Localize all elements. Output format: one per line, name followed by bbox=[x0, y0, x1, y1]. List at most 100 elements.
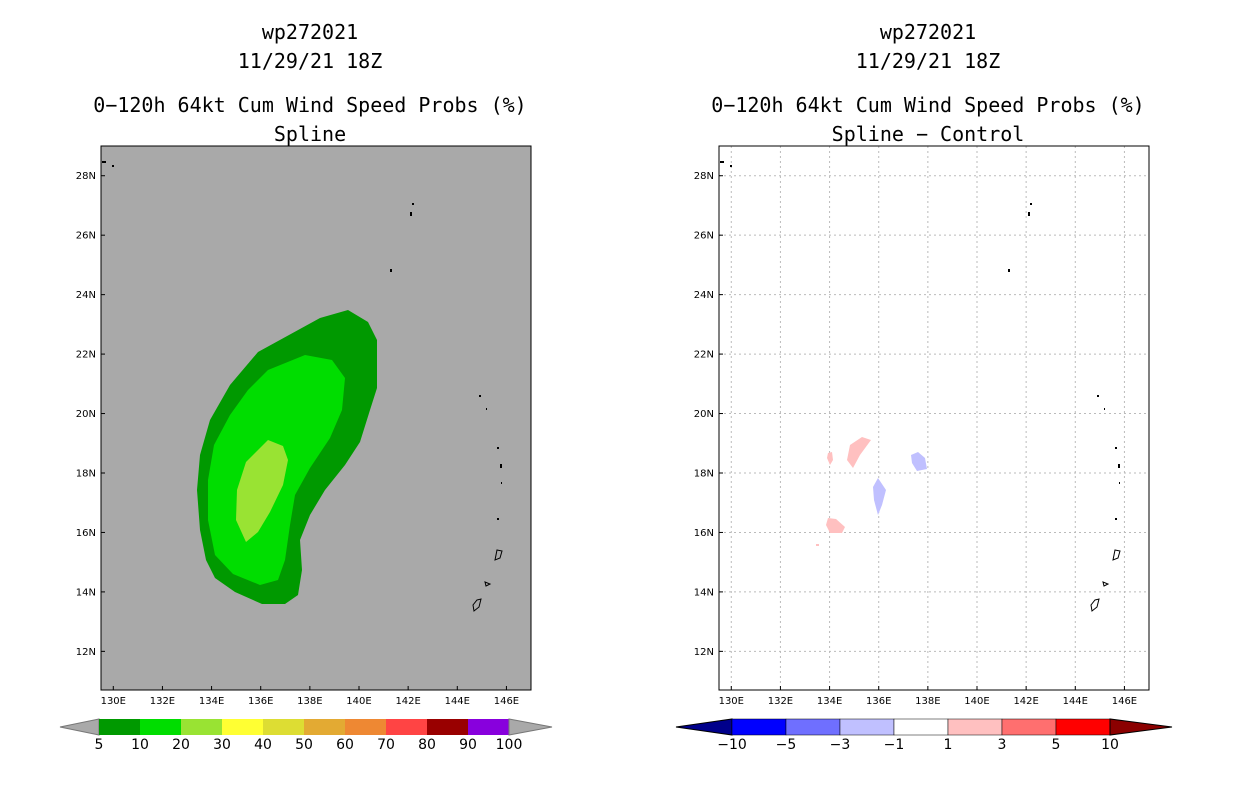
left-storm-id: wp272021 bbox=[261, 20, 359, 44]
colorbar-swatch bbox=[345, 719, 386, 735]
right-map-background bbox=[719, 146, 1149, 690]
colorbar-swatch bbox=[1001, 718, 1057, 736]
island-marker bbox=[479, 395, 481, 397]
colorbar-label: 100 bbox=[496, 737, 523, 753]
colorbar-swatch bbox=[839, 718, 895, 736]
diff-contour-positive bbox=[827, 452, 833, 465]
right-islands bbox=[720, 161, 1121, 612]
lon-label: 132E bbox=[768, 696, 793, 707]
lon-label: 142E bbox=[395, 696, 420, 707]
colorbar-swatch bbox=[263, 719, 304, 735]
right-map-frame bbox=[718, 145, 1150, 691]
left-title-block: wp272021 11/29/21 18Z 0−120h 64kt Cum Wi… bbox=[60, 18, 560, 149]
island-marker bbox=[102, 161, 106, 163]
island-marker bbox=[1008, 269, 1010, 272]
island-marker bbox=[720, 161, 724, 163]
colorbar-swatch bbox=[468, 719, 509, 735]
island-outline bbox=[472, 598, 482, 612]
lat-label: 18N bbox=[76, 468, 96, 479]
island-marker bbox=[412, 203, 414, 205]
colorbar-label: 90 bbox=[459, 737, 477, 753]
diff-contour-negative bbox=[873, 478, 886, 515]
lat-label: 24N bbox=[76, 290, 96, 301]
difference-contours bbox=[816, 437, 927, 546]
lon-label: 136E bbox=[248, 696, 273, 707]
colorbar-label: 3 bbox=[998, 737, 1007, 753]
lon-label: 134E bbox=[199, 696, 224, 707]
right-storm-id: wp272021 bbox=[879, 20, 977, 44]
diff-contour-positive bbox=[847, 437, 871, 468]
island-marker bbox=[486, 408, 487, 410]
lon-label: 136E bbox=[866, 696, 891, 707]
colorbar-label: −1 bbox=[884, 737, 905, 753]
island-marker bbox=[1118, 464, 1120, 468]
lon-label: 142E bbox=[1013, 696, 1038, 707]
island-marker bbox=[390, 269, 392, 272]
colorbar-label: 5 bbox=[1052, 737, 1061, 753]
colorbar-label: 60 bbox=[336, 737, 354, 753]
colorbar-swatch bbox=[99, 719, 140, 735]
right-lon-labels: 130E 132E 134E 136E 138E 140E 142E 144E 146E bbox=[719, 686, 1137, 707]
island-marker bbox=[1115, 447, 1117, 449]
lon-label: 144E bbox=[445, 696, 470, 707]
colorbar-label: −3 bbox=[830, 737, 851, 753]
lon-label: 146E bbox=[1112, 696, 1137, 707]
lat-label: 26N bbox=[694, 231, 714, 242]
island-marker bbox=[1119, 482, 1120, 484]
lon-label: 140E bbox=[964, 696, 989, 707]
left-map-frame bbox=[100, 145, 532, 691]
island-marker bbox=[497, 518, 499, 520]
lat-label: 16N bbox=[694, 528, 714, 539]
lat-label: 12N bbox=[76, 647, 96, 658]
colorbar-label: 10 bbox=[1101, 737, 1119, 753]
colorbar-swatch bbox=[947, 718, 1003, 736]
colorbar-label: 5 bbox=[95, 737, 104, 753]
island-marker bbox=[1028, 212, 1030, 216]
right-map: 28N 26N 24N 22N 20N 18N 16N 14N 12N 130E 132E 134E… bbox=[694, 145, 1150, 707]
prob-contour-20-30 bbox=[236, 440, 288, 542]
colorbar-swatch bbox=[1055, 718, 1111, 736]
lat-label: 16N bbox=[76, 528, 96, 539]
right-subtitle: Spline − Control bbox=[831, 122, 1025, 146]
left-lon-labels: 130E 132E 134E 136E 138E 140E 142E 144E 146E bbox=[101, 686, 519, 707]
island-marker bbox=[1115, 518, 1117, 520]
island-marker bbox=[410, 212, 412, 216]
island-marker bbox=[112, 165, 114, 167]
probability-contours bbox=[197, 310, 377, 604]
island-marker bbox=[1097, 395, 1099, 397]
island-marker bbox=[1030, 203, 1032, 205]
diff-contour-positive bbox=[816, 544, 819, 546]
colorbar-swatch bbox=[731, 718, 787, 736]
left-product-title: 0−120h 64kt Cum Wind Speed Probs (%) bbox=[93, 93, 527, 117]
left-subtitle: Spline bbox=[273, 122, 347, 146]
lon-label: 144E bbox=[1063, 696, 1088, 707]
colorbar-label: 10 bbox=[131, 737, 149, 753]
colorbar-label: −5 bbox=[776, 737, 797, 753]
lat-label: 28N bbox=[76, 171, 96, 182]
colorbar-low-end bbox=[675, 718, 733, 736]
colorbar-label: 50 bbox=[295, 737, 313, 753]
island-outline bbox=[484, 581, 492, 587]
left-colorbar: 5 10 20 30 40 50 60 70 80 90 100 bbox=[59, 718, 553, 753]
right-title-block: wp272021 11/29/21 18Z 0−120h 64kt Cum Wi… bbox=[678, 18, 1178, 149]
colorbar-swatch bbox=[140, 719, 181, 735]
left-map: 28N 26N 24N 22N 20N 18N 16N 14N 12N 130E 132E 134E… bbox=[76, 145, 532, 707]
lon-label: 138E bbox=[915, 696, 940, 707]
right-gridlines bbox=[719, 146, 1149, 690]
island-marker bbox=[1104, 408, 1105, 410]
right-colorbar: −10 −5 −3 −1 1 3 5 10 bbox=[675, 718, 1173, 753]
lon-label: 140E bbox=[346, 696, 371, 707]
island-marker bbox=[500, 464, 502, 468]
lon-label: 130E bbox=[719, 696, 744, 707]
lat-label: 20N bbox=[694, 409, 714, 420]
left-lat-labels: 28N 26N 24N 22N 20N 18N 16N 14N 12N bbox=[76, 171, 105, 658]
island-outline bbox=[1112, 549, 1121, 561]
colorbar-label: 20 bbox=[172, 737, 190, 753]
left-islands bbox=[102, 161, 503, 612]
colorbar-label: 70 bbox=[377, 737, 395, 753]
island-marker bbox=[501, 482, 502, 484]
colorbar-swatch bbox=[181, 719, 222, 735]
island-marker bbox=[497, 447, 499, 449]
right-lat-labels: 28N 26N 24N 22N 20N 18N 16N 14N 12N bbox=[694, 171, 723, 658]
